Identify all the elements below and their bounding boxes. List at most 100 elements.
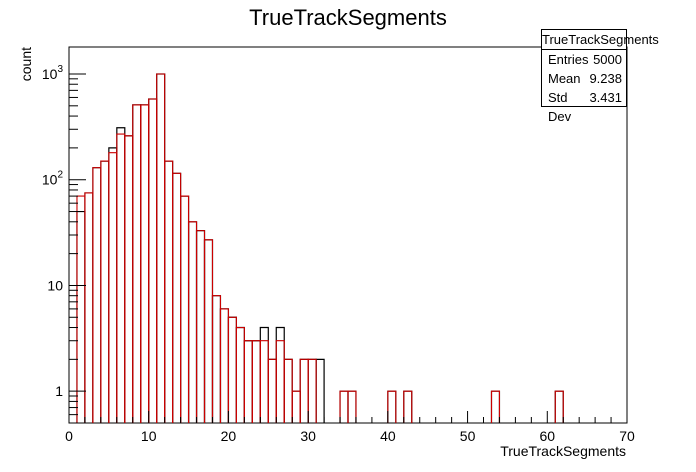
x-tick-label: 30 <box>300 428 316 444</box>
stats-label: Entries <box>548 52 589 67</box>
histogram-bin <box>403 390 413 423</box>
histogram-bin <box>124 135 134 423</box>
histogram-bin <box>291 390 301 423</box>
histogram-bin <box>76 195 86 423</box>
histogram-bin <box>164 160 174 423</box>
histogram-bin <box>291 390 301 423</box>
histogram-bin <box>132 104 142 423</box>
histogram-bin <box>164 160 174 423</box>
stats-label: Std Dev <box>548 90 572 124</box>
histogram-bin <box>275 326 285 423</box>
axes-layer: 0 10 20 30 40 50 60 70 1 10 102 103 <box>42 64 635 444</box>
histogram-bin <box>100 160 110 423</box>
histogram-bin <box>267 358 277 423</box>
histogram-bin <box>403 390 413 423</box>
histogram-bin <box>100 160 110 423</box>
histogram-bin <box>140 104 150 423</box>
histogram-bin <box>251 340 261 423</box>
y-tick-label: 1 <box>55 383 63 399</box>
histogram-bin <box>203 239 214 423</box>
stats-row-mean: Mean 9.238 <box>542 69 626 88</box>
chart-title: TrueTrackSegments <box>249 5 447 30</box>
histogram-bin <box>227 316 237 423</box>
histogram-bin <box>156 73 166 423</box>
histogram-bin <box>124 135 134 423</box>
x-tick-label: 70 <box>619 428 635 444</box>
x-tick-label: 0 <box>65 428 73 444</box>
histogram-bin <box>267 358 277 423</box>
histogram-bin <box>180 195 190 423</box>
stats-value: 5000 <box>593 52 622 67</box>
histogram-bin <box>347 390 357 423</box>
histogram-bin <box>259 340 269 423</box>
y-axis-label: count <box>18 47 34 81</box>
x-tick-label: 20 <box>221 428 237 444</box>
histogram-bin <box>219 308 230 423</box>
histogram-bin <box>188 221 198 423</box>
stats-value: 3.431 <box>589 90 622 105</box>
histogram-bin <box>554 390 564 423</box>
histogram-bin <box>203 239 214 423</box>
x-tick-label: 60 <box>539 428 555 444</box>
histogram-bin <box>307 358 317 423</box>
histogram-bin <box>180 195 190 423</box>
histogram-bin <box>140 104 150 423</box>
histogram-bin <box>243 340 253 423</box>
histogram-bin <box>148 98 158 423</box>
x-tick-label: 10 <box>141 428 157 444</box>
histogram-bin <box>172 172 182 423</box>
x-tick-label: 50 <box>460 428 476 444</box>
histogram-bin <box>275 340 285 423</box>
histogram-bin <box>387 390 397 423</box>
stats-value: 9.238 <box>589 71 622 86</box>
histogram-bin <box>172 172 182 423</box>
histogram-bin <box>283 358 293 423</box>
stats-label: Mean <box>548 71 581 86</box>
histogram-bin <box>235 326 245 423</box>
y-tick-label: 103 <box>42 64 64 82</box>
histogram-bin <box>219 308 229 423</box>
histogram-bin <box>490 390 501 423</box>
x-axis-label: TrueTrackSegments <box>500 443 626 459</box>
histogram-bin <box>148 98 158 423</box>
histogram-bin <box>339 390 349 423</box>
histogram-bin <box>84 192 94 423</box>
y-tick-label: 10 <box>47 277 63 293</box>
histogram-bin <box>490 390 501 423</box>
histogram-bin <box>339 390 349 423</box>
histogram-bin <box>251 340 261 423</box>
histogram-bin <box>211 295 222 423</box>
histogram-bin <box>235 326 245 423</box>
histogram-layer <box>76 73 564 423</box>
histogram-bin <box>347 390 357 423</box>
histogram-bin <box>195 230 206 423</box>
stats-row-stddev: Std Dev 3.431 <box>542 88 626 124</box>
histogram-bin <box>554 390 564 423</box>
histogram-bin <box>195 230 206 423</box>
histogram-bin <box>92 167 102 423</box>
histogram-bin <box>92 167 102 423</box>
histogram-bin <box>307 358 317 423</box>
histogram-bin <box>283 358 293 423</box>
histogram-bin <box>132 104 142 423</box>
histogram-bin <box>243 340 253 423</box>
histogram-bin <box>108 147 118 423</box>
histogram-bin <box>116 127 126 423</box>
stats-box: TrueTrackSegments Entries 5000 Mean 9.23… <box>541 29 659 124</box>
histogram-bin <box>315 358 325 423</box>
x-tick-label: 40 <box>380 428 396 444</box>
histogram-bin <box>187 221 198 423</box>
histogram-bin <box>211 295 222 423</box>
histogram-bin <box>108 152 118 423</box>
histogram-bin <box>227 316 237 423</box>
histogram-bin <box>84 192 94 423</box>
histogram-bin <box>156 73 166 423</box>
histogram-bin <box>259 326 269 423</box>
histogram-bin <box>299 358 309 423</box>
histogram-bin <box>387 390 397 423</box>
y-tick-label: 102 <box>42 170 64 188</box>
histogram-bin <box>299 358 309 423</box>
histogram-bin <box>116 133 126 423</box>
stats-row-entries: Entries 5000 <box>542 50 626 69</box>
